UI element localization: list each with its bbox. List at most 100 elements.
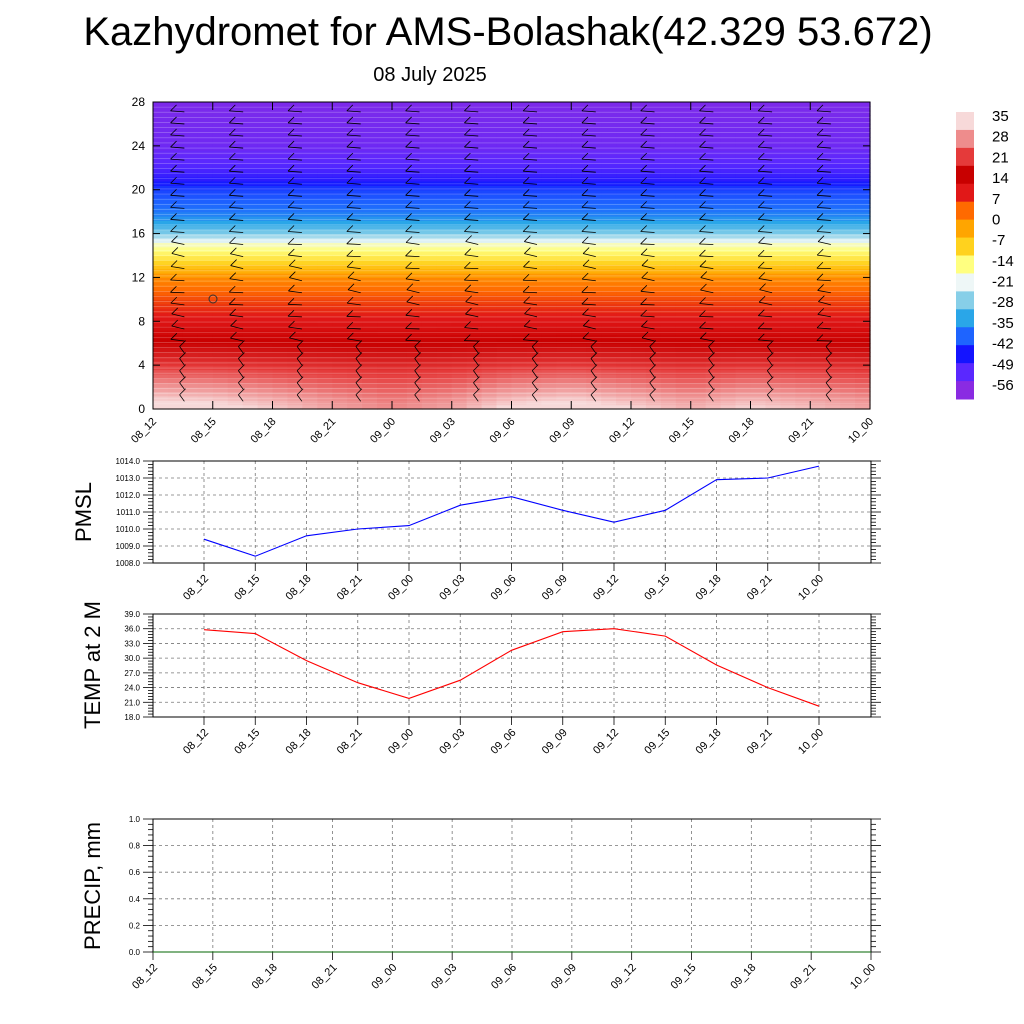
heatmap-cell: [855, 159, 871, 164]
heatmap-cell: [496, 229, 513, 235]
heatmap-cell: [601, 237, 617, 243]
heatmap-cell: [765, 119, 781, 125]
heatmap-cell: [825, 123, 841, 129]
heatmap-cell: [616, 400, 632, 406]
heatmap-cell: [645, 106, 662, 112]
heatmap-cell: [153, 115, 169, 121]
heatmap-cell: [780, 255, 796, 261]
heatmap-cell: [705, 400, 722, 406]
heatmap-cell: [526, 176, 542, 182]
heatmap-cell: [451, 229, 468, 235]
heatmap-cell: [541, 255, 557, 261]
heatmap-cell: [406, 115, 423, 121]
wind-barb: [759, 289, 773, 294]
wind-barb-feather: [179, 388, 186, 396]
heatmap-cell: [690, 216, 707, 222]
heatmap-cell: [406, 251, 423, 257]
heatmap-cell: [347, 211, 363, 217]
heatmap-cell: [765, 246, 781, 252]
plot-frame: [152, 460, 872, 564]
heatmap-cell: [257, 150, 274, 156]
heatmap-cell: [645, 246, 662, 252]
heatmap-cell: [825, 356, 841, 362]
heatmap-cell: [526, 400, 542, 406]
heatmap-cell: [332, 159, 348, 164]
heatmap-cell: [332, 255, 348, 261]
heatmap-cell: [765, 198, 781, 204]
heatmap-cell: [436, 365, 453, 371]
heatmap-cell: [855, 312, 871, 318]
heatmap-cell: [197, 395, 214, 401]
heatmap-cell: [631, 299, 647, 305]
heatmap-cell: [317, 119, 333, 125]
heatmap-cell: [616, 237, 632, 243]
heatmap-cell: [810, 273, 826, 279]
heatmap-cell: [631, 198, 647, 204]
heatmap-cell: [272, 137, 289, 143]
heatmap-cell: [735, 290, 752, 296]
wind-barb: [405, 146, 420, 149]
heatmap-cell: [227, 273, 244, 279]
heatmap-cell: [257, 378, 274, 384]
heatmap-cell: [571, 338, 587, 344]
heatmap-cell: [332, 198, 348, 204]
heatmap-cell: [720, 176, 737, 182]
heatmap-cell: [616, 106, 632, 112]
heatmap-cell: [571, 141, 587, 147]
heatmap-cell: [421, 330, 438, 336]
heatmap-cell: [750, 137, 767, 143]
heatmap-cell: [601, 194, 617, 200]
heatmap-cell: [765, 391, 781, 397]
wind-barb: [641, 265, 655, 270]
heatmap-cell: [660, 343, 677, 349]
heatmap-cell: [780, 338, 796, 344]
heatmap-cell: [436, 110, 453, 116]
heatmap-cell: [795, 351, 811, 357]
heatmap-cell: [302, 141, 318, 147]
heatmap-cell: [571, 400, 587, 406]
heatmap-cell: [795, 395, 811, 401]
wind-barb: [581, 219, 596, 221]
heatmap-cell: [197, 321, 214, 327]
heatmap-cell: [317, 290, 333, 296]
x-tick-label: 08_21: [335, 573, 365, 603]
wind-barb-feather: [346, 249, 354, 257]
heatmap-cell: [332, 286, 348, 292]
heatmap-cell: [750, 365, 767, 371]
heatmap-cell: [765, 106, 781, 112]
heatmap-cell: [421, 172, 438, 178]
heatmap-cell: [660, 286, 677, 292]
heatmap-cell: [227, 369, 244, 375]
heatmap-cell: [182, 119, 199, 125]
heatmap-cell: [227, 395, 244, 401]
heatmap-cell: [810, 198, 826, 204]
heatmap-cell: [302, 172, 318, 178]
wind-barb: [825, 394, 832, 402]
heatmap-cell: [795, 137, 811, 143]
heatmap-cell: [377, 106, 393, 112]
heatmap-cell: [227, 382, 244, 388]
wind-barb: [640, 206, 655, 209]
heatmap-cell: [795, 338, 811, 344]
heatmap-cell: [332, 110, 348, 116]
wind-barb-feather: [649, 388, 657, 396]
heatmap-cell: [153, 351, 169, 357]
wind-barb-feather: [590, 376, 598, 383]
heatmap-cell: [496, 132, 513, 138]
heatmap-cell: [167, 202, 184, 208]
heatmap-cell: [601, 378, 617, 384]
heatmap-cell: [406, 316, 423, 322]
heatmap-cell: [436, 259, 453, 265]
wind-barb-feather: [649, 340, 657, 347]
heatmap-cell: [511, 308, 528, 314]
heatmap-cell: [302, 299, 318, 305]
heatmap-cell: [720, 294, 737, 300]
heatmap-cell: [496, 119, 513, 125]
heatmap-cell: [720, 378, 737, 384]
heatmap-cell: [795, 167, 811, 173]
heatmap-cell: [167, 237, 184, 243]
heatmap-cell: [451, 237, 468, 243]
heatmap-cell: [541, 404, 557, 410]
heatmap-cell: [347, 365, 363, 371]
heatmap-cell: [347, 189, 363, 195]
